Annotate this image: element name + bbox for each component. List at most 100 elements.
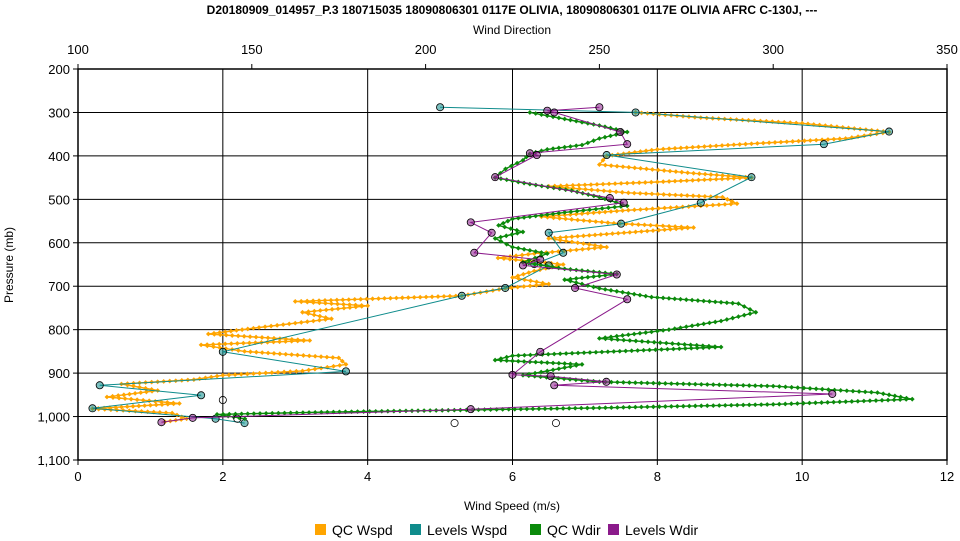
data-point — [518, 406, 524, 412]
data-point — [614, 163, 620, 169]
data-point — [274, 322, 280, 328]
data-point — [491, 173, 500, 182]
data-point — [581, 233, 586, 239]
data-point — [713, 143, 719, 149]
data-point — [643, 330, 649, 335]
data-point — [510, 275, 515, 280]
data-point — [602, 209, 608, 215]
data-point — [560, 406, 566, 411]
data-point — [251, 325, 256, 331]
data-point — [597, 162, 602, 167]
data-point — [754, 140, 760, 146]
data-point — [764, 402, 770, 407]
data-point — [568, 209, 574, 215]
data-point — [861, 398, 867, 404]
data-point — [584, 405, 590, 411]
data-point — [104, 394, 110, 400]
data-point — [591, 274, 597, 279]
data-point — [557, 237, 563, 243]
data-point — [624, 180, 630, 186]
data-point — [265, 350, 271, 356]
data-point — [752, 383, 758, 389]
data-point — [573, 143, 579, 149]
data-point — [615, 337, 621, 343]
data-point — [637, 330, 643, 336]
series-qc-wspd — [90, 110, 892, 425]
data-point — [731, 176, 737, 181]
data-point — [770, 401, 776, 407]
data-point — [271, 351, 277, 356]
data-point — [599, 206, 605, 211]
data-point — [204, 343, 210, 349]
data-point — [796, 138, 801, 144]
data-point — [536, 406, 542, 412]
data-point — [301, 338, 307, 344]
data-point — [747, 306, 753, 312]
data-point — [579, 268, 585, 273]
data-point — [405, 295, 411, 300]
data-point — [801, 400, 806, 406]
data-point — [597, 285, 602, 291]
data-point — [550, 381, 559, 390]
data-point — [626, 380, 632, 385]
data-point — [520, 271, 526, 277]
data-point — [620, 289, 625, 295]
data-point — [323, 317, 328, 322]
data-point — [592, 232, 598, 238]
y-tick-label: 300 — [48, 105, 70, 120]
data-point — [532, 151, 541, 160]
data-point — [696, 177, 701, 183]
data-point — [324, 354, 330, 360]
data-point — [602, 162, 608, 168]
data-point — [650, 206, 655, 212]
data-point — [730, 300, 736, 306]
data-point — [501, 256, 507, 261]
data-point — [305, 311, 311, 316]
data-point — [292, 299, 298, 304]
data-point — [602, 405, 608, 411]
data-point — [655, 191, 661, 197]
data-point — [734, 201, 740, 207]
data-point — [576, 182, 582, 188]
data-point — [562, 144, 568, 150]
data-point — [569, 217, 575, 222]
data-point — [741, 304, 747, 309]
data-point — [707, 177, 713, 182]
data-point — [509, 232, 515, 237]
data-point — [423, 294, 429, 300]
data-point — [247, 334, 253, 340]
x-tick-label: 0 — [74, 469, 81, 484]
data-point — [562, 361, 568, 366]
data-point — [262, 324, 268, 330]
data-point — [776, 401, 782, 407]
data-point — [712, 299, 718, 305]
data-point — [229, 333, 235, 338]
data-point — [157, 410, 163, 415]
data-point — [562, 209, 568, 215]
x2-tick-label: 250 — [589, 42, 611, 57]
data-point — [268, 323, 274, 329]
data-point — [269, 370, 275, 376]
data-point — [562, 277, 568, 283]
data-point — [257, 370, 262, 376]
data-point — [684, 145, 690, 151]
data-point — [562, 116, 568, 122]
data-point — [631, 108, 640, 117]
data-point — [575, 240, 581, 246]
data-point — [679, 226, 685, 231]
data-point — [334, 297, 340, 303]
data-point — [758, 383, 764, 389]
data-point — [343, 362, 349, 367]
extra-markers — [218, 396, 560, 428]
data-point — [538, 262, 544, 268]
data-point — [556, 366, 562, 372]
data-point — [625, 332, 631, 338]
data-point — [113, 404, 119, 410]
data-point — [214, 411, 220, 417]
data-point — [521, 180, 527, 186]
data-point — [713, 176, 719, 182]
data-point — [312, 366, 318, 372]
data-point — [602, 377, 611, 386]
data-point — [650, 228, 656, 234]
data-point — [304, 299, 310, 305]
